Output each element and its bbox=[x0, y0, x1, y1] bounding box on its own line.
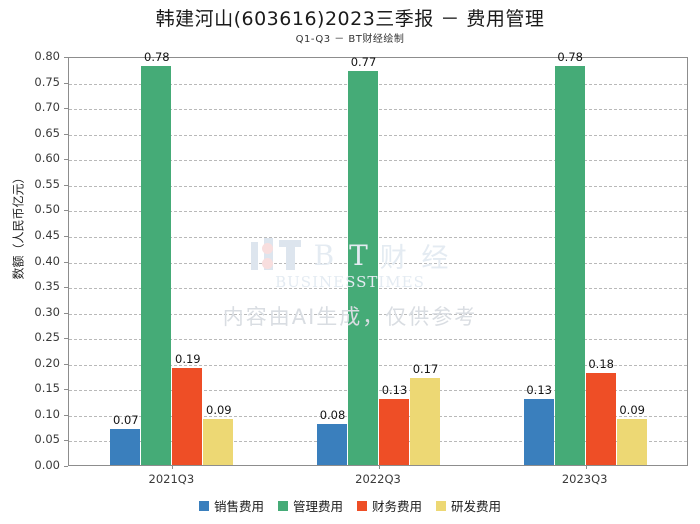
x-tick-mark bbox=[585, 465, 587, 469]
y-tick-mark bbox=[64, 466, 68, 467]
y-tick-label: 0.45 bbox=[34, 227, 60, 242]
bar-value-label: 0.13 bbox=[381, 382, 408, 397]
bar bbox=[110, 429, 141, 465]
y-tick-label: 0.30 bbox=[34, 304, 60, 319]
bar-value-label: 0.19 bbox=[175, 351, 201, 366]
y-tick-mark bbox=[64, 363, 68, 365]
bar bbox=[616, 419, 647, 465]
legend-swatch-icon bbox=[198, 500, 209, 511]
y-tick-mark bbox=[64, 440, 68, 442]
plot-area: 0.07 0.78 0.19 0.09 0.08 0.77 0.13 0.17 0.13 0.78… bbox=[68, 50, 688, 469]
y-tick-mark bbox=[64, 133, 68, 135]
x-tick-label: 2021Q3 bbox=[148, 472, 195, 486]
gridline bbox=[69, 236, 687, 238]
gridline bbox=[69, 339, 687, 341]
y-tick-label: 0.55 bbox=[34, 176, 60, 191]
y-tick-label: 0.10 bbox=[34, 406, 60, 421]
bar-value-label: 0.17 bbox=[412, 362, 439, 377]
gridline bbox=[69, 364, 687, 366]
y-tick-label: 0.65 bbox=[34, 125, 60, 140]
bar bbox=[554, 66, 585, 465]
y-tick-mark bbox=[64, 108, 68, 110]
y-tick-mark bbox=[64, 389, 68, 391]
legend-swatch-icon bbox=[357, 500, 367, 511]
bar-value-label: 0.78 bbox=[144, 50, 170, 65]
legend: 销售费用 管理费用 财务费用 研发费用 bbox=[0, 496, 700, 515]
bar-value-label: 0.13 bbox=[526, 382, 552, 397]
y-tick-label: 0.00 bbox=[34, 458, 60, 472]
y-tick-label: 0.15 bbox=[34, 381, 60, 396]
y-tick-label: 0.75 bbox=[34, 74, 60, 89]
page-title: 韩建河山(603616)2023三季报 － 费用管理 bbox=[155, 8, 545, 30]
y-tick-label: 0.05 bbox=[34, 432, 60, 447]
gridline bbox=[69, 390, 687, 392]
bar-value-label: 0.09 bbox=[206, 403, 232, 417]
y-tick-label: 0.50 bbox=[34, 202, 60, 217]
y-tick-label: 0.20 bbox=[34, 355, 60, 370]
gridline bbox=[69, 262, 687, 264]
legend-item[interactable]: 销售费用 bbox=[198, 496, 264, 515]
gridline bbox=[69, 160, 687, 162]
bar bbox=[585, 372, 616, 465]
y-tick-mark bbox=[64, 312, 68, 314]
legend-label: 研发费用 bbox=[451, 499, 502, 514]
y-tick-mark bbox=[64, 287, 68, 289]
y-tick-label: 0.25 bbox=[34, 330, 60, 345]
y-tick-label: 0.40 bbox=[34, 253, 60, 268]
y-tick-label: 0.35 bbox=[34, 279, 60, 294]
y-tick-mark bbox=[64, 261, 68, 263]
y-tick-mark bbox=[64, 235, 68, 237]
y-tick-mark bbox=[64, 414, 68, 416]
bar-value-label: 0.07 bbox=[113, 413, 139, 428]
x-tick-label: 2023Q3 bbox=[561, 472, 608, 486]
bar-value-label: 0.18 bbox=[588, 356, 614, 371]
x-tick-label: 2022Q3 bbox=[355, 472, 401, 486]
bar-value-label: 0.78 bbox=[557, 50, 583, 65]
legend-swatch-icon bbox=[436, 500, 447, 511]
y-tick-label: 0.80 bbox=[34, 49, 60, 63]
chart-subtitle: Q1-Q3 － BT财经绘制 bbox=[295, 34, 405, 45]
bar-value-label: 0.77 bbox=[350, 55, 377, 70]
bar bbox=[172, 367, 203, 465]
gridline bbox=[69, 313, 687, 315]
bar-value-label: 0.08 bbox=[319, 408, 346, 423]
y-tick-mark bbox=[64, 57, 68, 58]
gridline bbox=[69, 211, 687, 213]
gridline bbox=[69, 109, 687, 111]
y-tick-label: 0.70 bbox=[34, 100, 60, 115]
bar-value-label: 0.09 bbox=[619, 403, 645, 417]
y-tick-mark bbox=[64, 82, 68, 84]
gridline bbox=[69, 134, 687, 136]
bar bbox=[203, 419, 234, 465]
legend-label: 管理费用 bbox=[292, 499, 343, 514]
gridline bbox=[69, 288, 687, 290]
bar bbox=[523, 398, 554, 465]
bar bbox=[141, 66, 172, 465]
bar bbox=[348, 71, 378, 465]
gridline bbox=[69, 415, 687, 417]
gridline bbox=[69, 185, 687, 187]
bar bbox=[317, 424, 347, 465]
legend-label: 财务费用 bbox=[372, 499, 423, 514]
legend-item[interactable]: 财务费用 bbox=[357, 496, 422, 515]
y-tick-mark bbox=[64, 159, 68, 161]
legend-item[interactable]: 研发费用 bbox=[436, 496, 501, 515]
legend-swatch-icon bbox=[277, 500, 288, 511]
gridline bbox=[69, 83, 687, 85]
y-tick-mark bbox=[64, 210, 68, 212]
gridline bbox=[69, 441, 687, 443]
y-tick-label: 0.60 bbox=[34, 151, 60, 166]
x-tick-mark bbox=[379, 465, 380, 469]
bar bbox=[410, 378, 440, 465]
bar bbox=[379, 398, 409, 465]
legend-item[interactable]: 管理费用 bbox=[277, 496, 343, 515]
x-tick-mark bbox=[172, 465, 174, 469]
legend-label: 销售费用 bbox=[213, 499, 264, 514]
y-tick-mark bbox=[64, 338, 68, 340]
y-tick-mark bbox=[64, 184, 68, 186]
